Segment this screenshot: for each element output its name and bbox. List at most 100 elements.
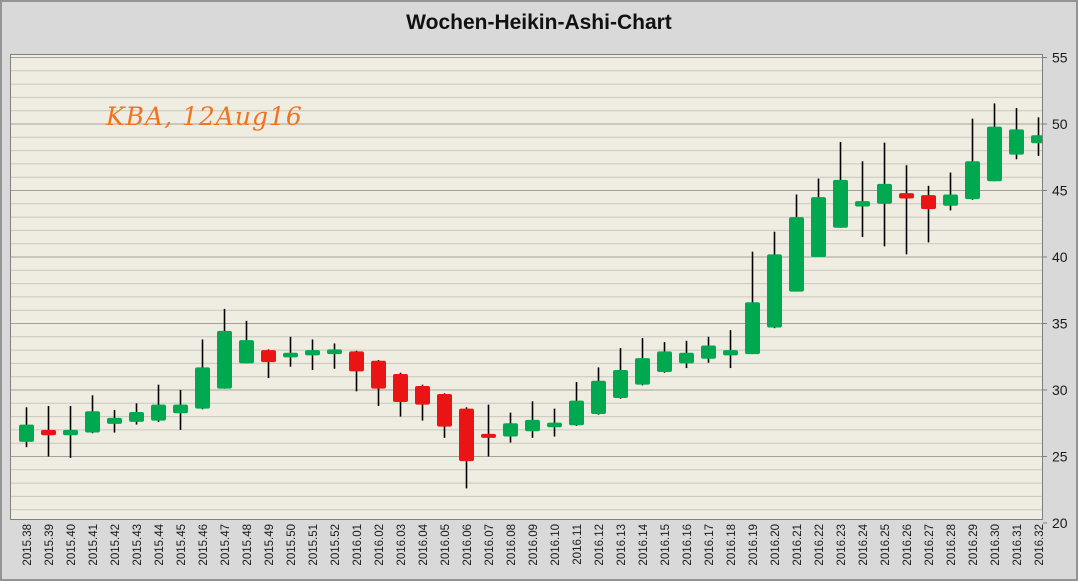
candle	[591, 367, 606, 415]
x-tick-label: 2016.24	[858, 523, 870, 565]
candle-body-up	[151, 404, 166, 421]
x-tick-label: 2016.02	[374, 524, 386, 566]
candle	[855, 161, 870, 238]
candle	[679, 340, 694, 369]
candle	[635, 338, 650, 386]
x-tick-label: 2016.04	[418, 523, 430, 565]
candle-body-up	[811, 197, 826, 257]
candle-body-down	[415, 386, 430, 405]
candle-body-up	[173, 404, 188, 414]
candle	[657, 342, 672, 373]
x-tick-label: 2015.39	[44, 524, 56, 566]
candle-body-up	[965, 161, 980, 200]
candle-body-up	[283, 352, 298, 358]
x-tick-label: 2016.22	[814, 524, 826, 566]
candle-body-up	[745, 302, 760, 355]
x-tick-label: 2015.43	[132, 524, 144, 566]
x-tick-label: 2016.20	[770, 524, 782, 566]
x-tick-label: 2015.40	[66, 524, 78, 566]
chart-annotation: KBA, 12Aug16	[106, 102, 303, 131]
y-tick-label: 30	[1052, 382, 1068, 398]
candle-body-down	[393, 374, 408, 402]
candle-body-up	[877, 183, 892, 204]
candle	[41, 405, 56, 457]
candle-body-up	[833, 179, 848, 228]
candle-body-up	[305, 350, 320, 356]
x-tick-label: 2016.10	[550, 524, 562, 566]
candle-body-up	[723, 350, 738, 356]
candle-body-up	[107, 417, 122, 424]
x-tick-label: 2016.29	[968, 524, 980, 566]
candle	[987, 103, 1002, 182]
x-tick-label: 2016.32	[1034, 524, 1046, 566]
x-tick-label: 2016.26	[902, 524, 914, 566]
y-tick-label: 20	[1052, 515, 1068, 531]
candle	[305, 339, 320, 371]
x-tick-label: 2016.03	[396, 524, 408, 566]
candle-body-up	[217, 330, 232, 389]
x-axis: 2015.38 2015.39 2015.40 2015.41 2015.42 2015.…	[22, 523, 1046, 566]
x-tick-label: 2015.48	[242, 524, 254, 566]
x-tick-label: 2016.12	[594, 524, 606, 566]
plot-background	[10, 54, 1043, 520]
candle	[63, 405, 78, 458]
x-tick-label: 2015.41	[88, 524, 100, 566]
x-tick-label: 2016.27	[924, 524, 936, 566]
candle-body-up	[63, 429, 78, 436]
candle-body-up	[789, 217, 804, 292]
candle-body-up	[525, 419, 540, 432]
candle-body-up	[129, 411, 144, 422]
x-tick-label: 2016.06	[462, 524, 474, 566]
candle-body-up	[855, 201, 870, 207]
x-tick-label: 2015.51	[308, 524, 320, 566]
x-tick-label: 2016.31	[1012, 524, 1024, 566]
x-tick-label: 2015.46	[198, 524, 210, 566]
candle	[899, 165, 914, 255]
candle	[261, 349, 276, 379]
candle-body-up	[569, 400, 584, 426]
x-tick-label: 2016.13	[616, 524, 628, 566]
y-tick-label: 45	[1052, 183, 1068, 199]
candle-body-down	[437, 393, 452, 427]
candle	[327, 343, 342, 369]
candle	[1009, 108, 1024, 160]
candle	[19, 407, 34, 448]
candle	[921, 185, 936, 243]
candle-body-up	[679, 352, 694, 364]
x-tick-label: 2016.11	[572, 524, 584, 565]
candle-body-up	[657, 351, 672, 373]
y-tick-label: 25	[1052, 449, 1068, 465]
chart-title: Wochen-Heikin-Ashi-Chart	[406, 11, 672, 34]
candle-body-up	[327, 349, 342, 355]
candle-body-up	[195, 367, 210, 409]
x-tick-label: 2016.19	[748, 524, 760, 566]
y-tick-label: 50	[1052, 116, 1068, 132]
candle-body-up	[85, 411, 100, 433]
candle	[195, 339, 210, 410]
candle	[239, 320, 254, 364]
candle-body-up	[613, 370, 628, 398]
x-tick-label: 2015.47	[220, 524, 232, 566]
candle-body-up	[19, 424, 34, 442]
x-tick-label: 2016.08	[506, 524, 518, 566]
candle	[547, 408, 562, 437]
candle-body-up	[987, 126, 1002, 182]
candle	[349, 350, 364, 392]
candle-body-up	[591, 380, 606, 414]
y-tick-label: 55	[1052, 50, 1068, 66]
y-tick-label: 35	[1052, 316, 1068, 332]
candle	[789, 194, 804, 292]
candle-body-up	[943, 194, 958, 206]
x-tick-label: 2015.38	[22, 524, 34, 566]
plot-area	[10, 54, 1043, 520]
x-tick-label: 2015.42	[110, 524, 122, 566]
candle	[107, 409, 122, 433]
candle-body-down	[41, 429, 56, 436]
x-tick-label: 2015.45	[176, 524, 188, 566]
candle-body-down	[349, 351, 364, 372]
x-tick-label: 2016.09	[528, 524, 540, 566]
candle-body-down	[261, 350, 276, 363]
y-tick-label: 40	[1052, 249, 1068, 265]
candle	[503, 412, 518, 443]
